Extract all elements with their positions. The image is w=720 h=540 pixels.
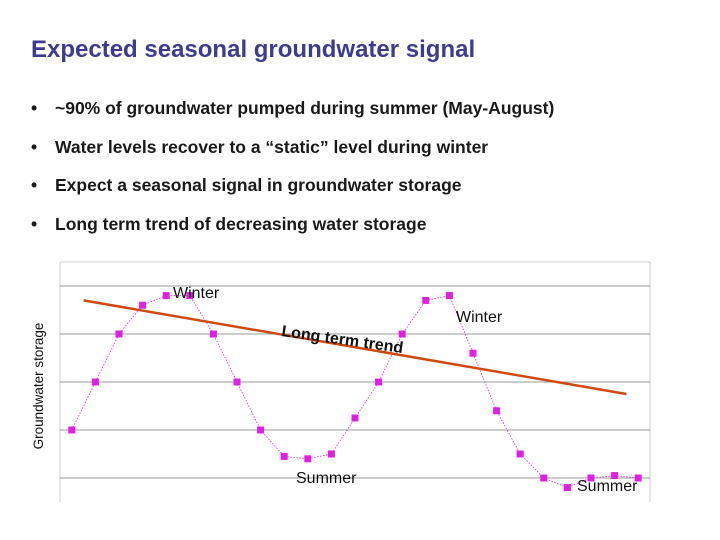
data-point (587, 474, 595, 482)
bullet-item: • Expect a seasonal signal in groundwater… (31, 175, 462, 195)
data-point (115, 330, 123, 338)
data-point (257, 426, 265, 434)
annotation-winter-2: Winter (456, 309, 503, 326)
bullet-text: ~90% of groundwater pumped during summer… (55, 98, 555, 118)
data-point (139, 301, 147, 309)
data-point (233, 378, 241, 386)
data-point (469, 349, 477, 357)
annotation-trend: Long term trend (280, 323, 404, 357)
bullet-item: • ~90% of groundwater pumped during summe… (31, 98, 555, 118)
trend-line (83, 299, 627, 396)
data-point (634, 474, 642, 482)
data-point (91, 378, 99, 386)
data-point (351, 414, 359, 422)
annotation-summer-2: Summer (577, 478, 638, 495)
bullet-item: • Long term trend of decreasing water sto… (31, 213, 427, 234)
bullet-item: • Water levels recover to a “static” leve… (31, 136, 489, 157)
data-point (68, 426, 76, 434)
data-point (445, 292, 453, 300)
data-point (375, 378, 383, 386)
annotation-winter-1: Winter (173, 285, 220, 302)
data-point (162, 292, 170, 300)
data-point (540, 474, 548, 482)
data-point (186, 292, 194, 300)
annotation-summer-1: Summer (296, 470, 357, 487)
data-point (304, 455, 312, 463)
data-point (327, 450, 335, 458)
data-point (209, 330, 217, 338)
data-point (422, 296, 430, 304)
bullet-list: • ~90% of groundwater pumped during summe… (31, 94, 554, 248)
data-point (493, 407, 501, 415)
y-axis-label: Groundwater storage (31, 323, 46, 450)
slide-title: Expected seasonal groundwater signal (31, 36, 476, 63)
data-point (516, 450, 524, 458)
storage-series-line (71, 295, 639, 489)
data-point (611, 472, 619, 480)
bullet-text: Long term trend of decreasing water stor… (55, 213, 427, 234)
bullet-text: Expect a seasonal signal in groundwater … (55, 175, 462, 195)
data-point (398, 330, 406, 338)
data-point (563, 484, 571, 492)
data-point (280, 452, 288, 460)
bullet-text: Water levels recover to a “static” level… (55, 136, 489, 157)
